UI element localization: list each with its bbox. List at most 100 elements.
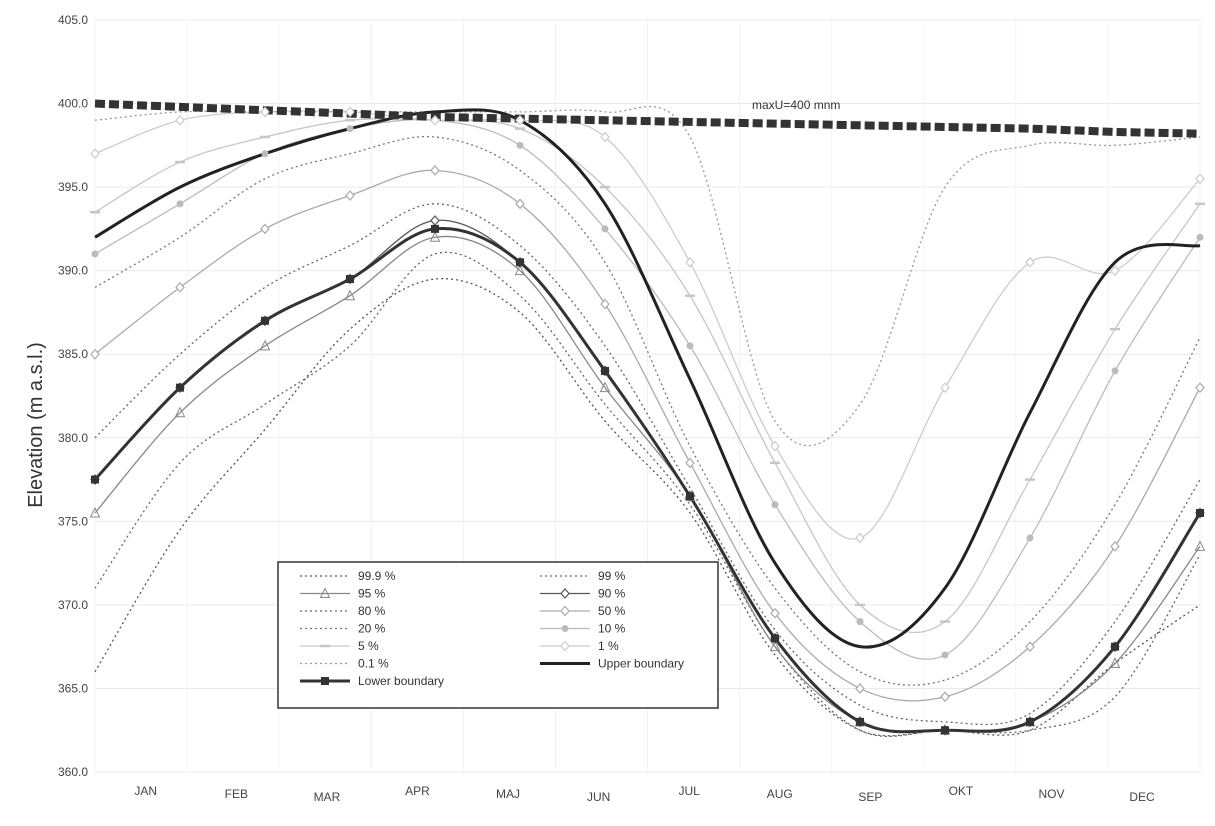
x-tick-label: FEB <box>225 787 248 801</box>
data-point-lower-boundary <box>941 726 949 735</box>
data-point-10 <box>346 125 354 133</box>
x-tick-label: NOV <box>1038 787 1064 801</box>
data-point-lower-boundary <box>346 275 354 284</box>
data-point-50 <box>940 691 950 703</box>
data-point-1 <box>600 131 610 143</box>
y-tick-label: 360.0 <box>58 765 88 779</box>
data-point-lower-boundary <box>1196 508 1204 517</box>
data-point-1 <box>1110 265 1120 277</box>
data-point-10 <box>261 150 269 158</box>
data-point-95 <box>174 406 186 418</box>
x-tick-label: DEC <box>1129 790 1155 804</box>
x-tick-label: JAN <box>134 784 157 798</box>
data-point-lower-boundary <box>516 258 524 267</box>
data-point-90 <box>430 215 440 226</box>
legend-entry-label: Lower boundary <box>358 674 444 688</box>
legend-marker <box>560 588 570 599</box>
data-point-1 <box>515 114 525 126</box>
data-point-1 <box>430 114 440 126</box>
data-point-50 <box>600 298 610 310</box>
legend-entry-label: 50 % <box>598 604 626 618</box>
legend-entry-label: 20 % <box>358 622 386 636</box>
legend-entry-label: 95 % <box>358 587 386 601</box>
y-tick-label: 385.0 <box>58 347 88 361</box>
data-point-50 <box>685 457 695 469</box>
x-tick-label: SEP <box>858 790 882 804</box>
markers-layer <box>89 106 1206 736</box>
data-point-lower-boundary <box>1026 717 1034 726</box>
data-point-lower-boundary <box>686 492 694 501</box>
x-tick-label: APR <box>405 784 430 798</box>
max-level-annotation: maxU=400 mnm <box>752 98 840 112</box>
data-point-lower-boundary <box>771 634 779 643</box>
data-point-1 <box>1025 256 1035 268</box>
y-tick-label: 375.0 <box>58 514 88 528</box>
data-point-1 <box>90 148 100 160</box>
x-tick-label: JUL <box>679 784 701 798</box>
legend-entry-label: 5 % <box>358 639 379 653</box>
data-point-50 <box>515 198 525 210</box>
x-tick-label: MAJ <box>496 787 520 801</box>
series-line-99-9 <box>94 277 1201 737</box>
legend: 99.9 % 99 % 95 % 90 % 80 % 50 % 20 % 10 % 5 % 1 %… <box>277 561 719 709</box>
data-point-lower-boundary <box>856 717 864 726</box>
data-point-50 <box>770 607 780 619</box>
data-point-lower-boundary <box>261 316 269 325</box>
y-tick-label: 390.0 <box>58 264 88 278</box>
data-point-1 <box>260 106 270 118</box>
data-point-50 <box>175 281 185 293</box>
data-point-95 <box>514 264 526 276</box>
legend-entry-label: 99.9 % <box>358 569 396 583</box>
legend-marker <box>319 587 331 598</box>
legend-entry-label: 10 % <box>598 622 626 636</box>
legend-entry-label: 80 % <box>358 604 386 618</box>
series-line-80 <box>94 203 1201 726</box>
data-point-10 <box>1111 367 1119 375</box>
data-point-1 <box>770 440 780 452</box>
y-tick-label: 405.0 <box>58 13 88 27</box>
data-point-10 <box>91 250 99 258</box>
data-point-50 <box>90 348 100 360</box>
data-point-50 <box>345 190 355 201</box>
data-point-10 <box>686 342 694 350</box>
y-tick-label: 365.0 <box>58 681 88 695</box>
data-point-1 <box>175 114 185 126</box>
y-tick-label: 395.0 <box>58 180 88 194</box>
data-point-95 <box>344 289 356 301</box>
data-point-10 <box>601 225 609 233</box>
x-tick-label: OKT <box>949 784 974 798</box>
y-tick-label: 370.0 <box>58 598 88 612</box>
y-tick-label: 400.0 <box>58 97 88 111</box>
data-point-10 <box>771 501 779 509</box>
x-tick-label: AUG <box>767 787 793 801</box>
data-point-lower-boundary <box>601 366 609 375</box>
series-line-maxu <box>94 99 1201 138</box>
y-tick-label: 380.0 <box>58 431 88 445</box>
series-line-20 <box>94 135 1201 686</box>
data-point-50 <box>1195 382 1205 394</box>
data-point-95 <box>599 381 611 393</box>
series-line-99 <box>94 251 1201 738</box>
legend-entry-label: 99 % <box>598 569 626 583</box>
x-tick-label: MAR <box>314 790 341 804</box>
y-axis-label: Elevation (m a.s.l.) <box>25 342 47 508</box>
x-axis-ticks: JAN FEB MAR APR MAJ JUN JUL AUG SEP OKT NOV DEC <box>134 784 1155 804</box>
x-tick-label: JUN <box>587 790 610 804</box>
legend-marker <box>321 677 329 685</box>
legend-marker <box>560 605 570 617</box>
data-point-lower-boundary <box>1111 642 1119 651</box>
data-point-95 <box>89 506 101 518</box>
data-point-95 <box>769 640 781 652</box>
data-point-lower-boundary <box>176 383 184 392</box>
y-axis-ticks: 360.0 365.0 370.0 375.0 380.0 385.0 390.0 395.0… <box>58 13 88 779</box>
data-point-95 <box>259 339 271 351</box>
data-point-lower-boundary <box>91 475 99 484</box>
data-point-50 <box>1110 540 1120 552</box>
data-point-10 <box>1026 534 1034 542</box>
data-point-95 <box>429 231 441 242</box>
data-point-1 <box>685 256 695 268</box>
legend-entry-label: 1 % <box>598 639 619 653</box>
legend-entry-label: Upper boundary <box>598 657 684 671</box>
